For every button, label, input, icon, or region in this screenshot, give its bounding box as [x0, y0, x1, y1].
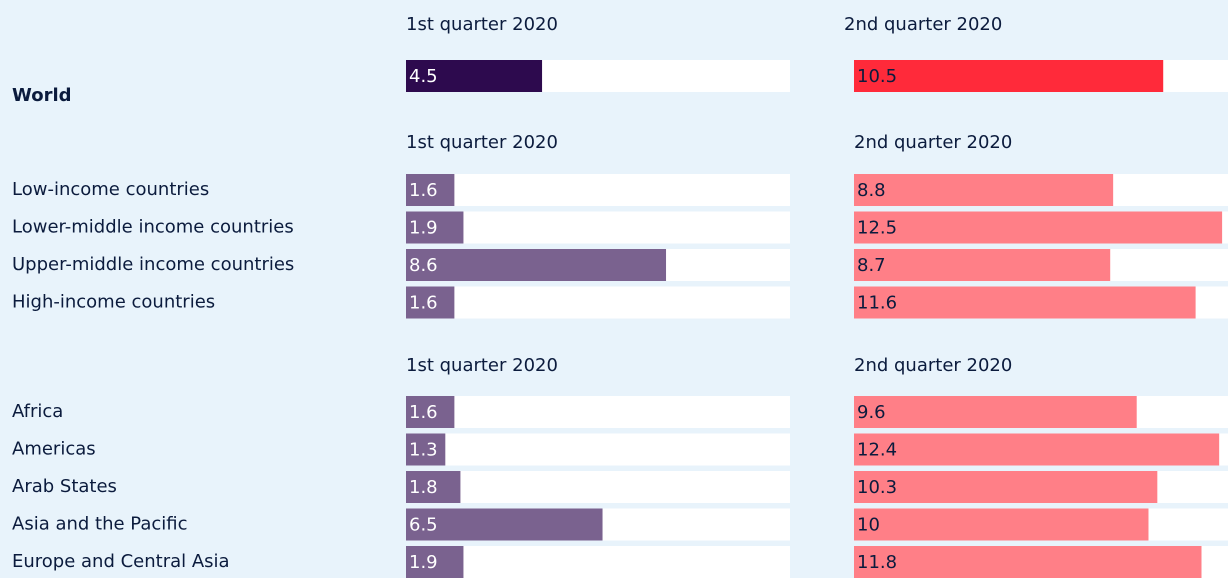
bar-track: [406, 433, 790, 466]
series-header: 2nd quarter 2020: [854, 132, 1012, 153]
value-label: 11.8: [857, 552, 897, 573]
category-label: Arab States: [12, 476, 117, 497]
series-header: 2nd quarter 2020: [844, 14, 1002, 35]
value-label: 12.5: [857, 218, 897, 239]
value-label: 4.5: [409, 66, 438, 87]
value-label: 1.8: [409, 477, 438, 498]
category-label: High-income countries: [12, 292, 215, 313]
bar: [854, 211, 1223, 244]
bar: [406, 508, 603, 541]
bar-track: [406, 174, 790, 206]
series-header: 1st quarter 2020: [406, 355, 558, 376]
bar: [406, 286, 455, 319]
bar: [406, 396, 455, 428]
bar-track: [406, 211, 790, 244]
series-header: 1st quarter 2020: [406, 132, 558, 153]
bar-track: [406, 471, 790, 503]
bar: [406, 174, 455, 206]
value-label: 1.6: [409, 180, 438, 201]
category-label: Asia and the Pacific: [12, 514, 188, 535]
value-label: 11.6: [857, 293, 897, 314]
category-label: Upper-middle income countries: [12, 254, 294, 275]
bar: [854, 174, 1114, 206]
bar: [406, 249, 667, 281]
category-label: Low-income countries: [12, 179, 209, 200]
bar: [406, 546, 464, 578]
bar: [854, 286, 1196, 319]
bar: [854, 249, 1111, 281]
bar: [854, 508, 1149, 541]
value-label: 9.6: [857, 402, 886, 423]
category-label: Americas: [12, 439, 96, 460]
bar: [854, 433, 1220, 466]
bar: [406, 211, 464, 244]
value-label: 1.3: [409, 440, 438, 461]
bar: [854, 60, 1164, 92]
bar-track: [406, 396, 790, 428]
value-label: 1.6: [409, 293, 438, 314]
value-label: 6.5: [409, 515, 438, 536]
value-label: 1.6: [409, 402, 438, 423]
series-header: 1st quarter 2020: [406, 14, 558, 35]
bar: [406, 60, 543, 92]
value-label: 10.3: [857, 477, 897, 498]
bar: [406, 433, 446, 466]
value-label: 10.5: [857, 66, 897, 87]
value-label: 8.8: [857, 180, 886, 201]
bar-track: [406, 546, 790, 578]
category-label: Europe and Central Asia: [12, 551, 230, 572]
bar-track: [406, 286, 790, 319]
value-label: 12.4: [857, 440, 897, 461]
category-label: Africa: [12, 401, 63, 422]
value-label: 1.9: [409, 552, 438, 573]
series-header: 2nd quarter 2020: [854, 355, 1012, 376]
value-label: 10: [857, 515, 880, 536]
value-label: 8.6: [409, 255, 438, 276]
value-label: 1.9: [409, 218, 438, 239]
bar: [854, 396, 1137, 428]
category-label: Lower-middle income countries: [12, 217, 294, 238]
bar: [854, 471, 1158, 503]
bar: [854, 546, 1202, 578]
category-label: World: [12, 85, 72, 106]
bar: [406, 471, 461, 503]
value-label: 8.7: [857, 255, 886, 276]
